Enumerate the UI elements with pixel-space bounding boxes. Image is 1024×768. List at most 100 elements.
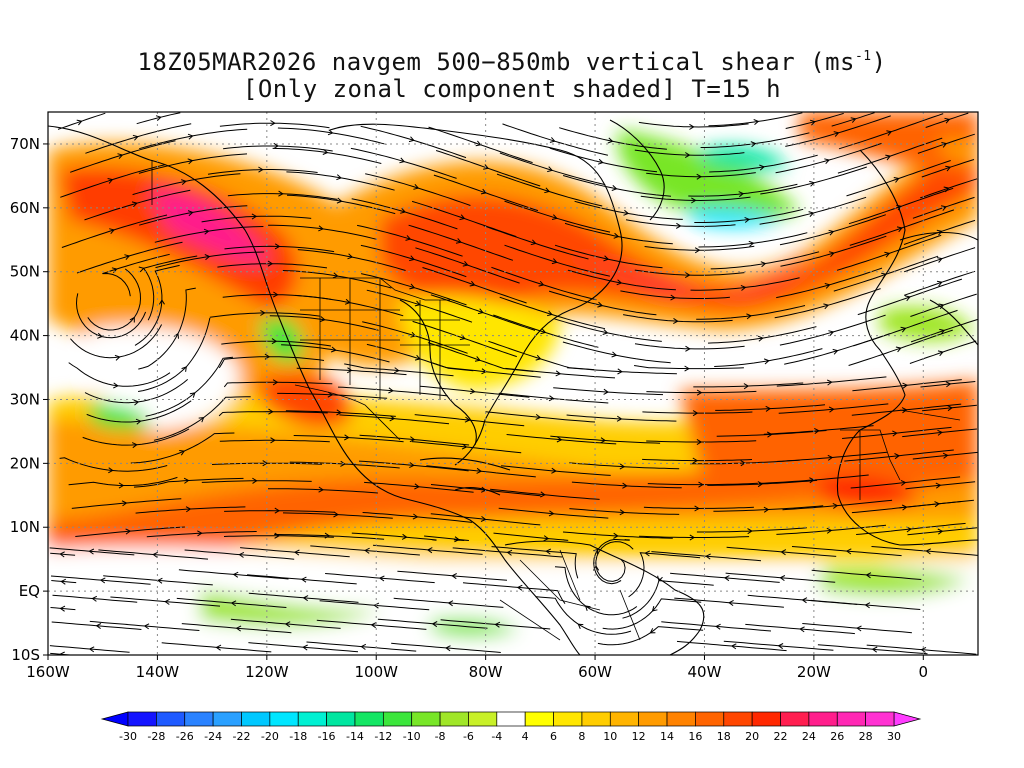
colorbar-swatch (156, 711, 186, 727)
streamline-arrow (723, 575, 730, 582)
streamline-arrow (828, 251, 835, 258)
streamline-arrow (577, 623, 584, 629)
streamline-arrow (543, 535, 550, 542)
streamline (50, 607, 76, 611)
streamline-arrow (623, 209, 630, 216)
streamline-arrow (616, 279, 623, 286)
streamline-arrow (121, 500, 128, 507)
streamline-arrow (88, 548, 95, 555)
colorbar-level-label: -26 (176, 730, 194, 743)
streamline-arrow (644, 550, 651, 557)
streamline-arrow (942, 452, 949, 459)
streamline-arrow (179, 450, 186, 456)
streamline-arrow (270, 120, 276, 127)
streamline-arrow (902, 382, 909, 389)
streamline-arrow (274, 507, 281, 514)
colorbar-level-label: 16 (688, 730, 702, 743)
lon-tick-label: 140W (136, 663, 180, 681)
streamline-arrow (113, 382, 119, 389)
streamline-arrow (318, 225, 324, 232)
streamline-arrow (597, 301, 604, 308)
streamline-arrow (939, 328, 946, 335)
streamline-arrow (388, 387, 394, 394)
streamline-arrow (684, 365, 690, 372)
streamline-arrow (684, 152, 691, 159)
streamline-arrow (389, 415, 396, 422)
streamline (136, 112, 181, 125)
lon-tick-label: 40W (688, 663, 722, 681)
lon-tick-label: 100W (355, 663, 399, 681)
streamline-arrow (267, 260, 274, 267)
colorbar-swatch (638, 711, 668, 727)
streamline-arrow (692, 457, 699, 464)
streamline-arrow (748, 240, 755, 247)
colorbar-swatch (468, 711, 498, 727)
colorbar-swatch (184, 711, 214, 727)
streamline-arrow (251, 213, 258, 220)
streamline-arrow (412, 513, 419, 520)
streamline-arrow (494, 621, 501, 628)
colorbar-swatch (382, 711, 413, 727)
colorbar-level-label: 24 (802, 730, 816, 743)
streamline-arrow (118, 482, 125, 489)
streamline-arrow (551, 467, 557, 474)
streamline-arrow (673, 317, 679, 325)
streamline-arrow (799, 626, 805, 633)
streamline-arrow (619, 463, 626, 470)
colorbar-level-label: -12 (374, 730, 392, 743)
streamline-arrow (133, 399, 140, 406)
streamline-arrow (238, 551, 245, 558)
streamline-arrow (824, 158, 831, 165)
longitude-axis: 160W 140W 120W 100W 80W 60W 40W 20W 0 (26, 655, 928, 681)
colorbar-level-label: -20 (261, 730, 279, 743)
colorbar-level-label: -8 (435, 730, 446, 743)
streamline-arrow (779, 575, 786, 582)
lat-tick-label: 40N (10, 327, 40, 345)
colorbar-swatch (411, 711, 441, 727)
streamline (903, 219, 976, 245)
colorbar-swatch (326, 711, 356, 727)
streamline-arrow (705, 553, 711, 560)
streamline-arrow (540, 328, 547, 335)
streamline-arrow (607, 137, 614, 144)
streamline-arrow (940, 205, 947, 211)
streamline-arrow (549, 137, 556, 143)
streamline-arrow (945, 165, 952, 172)
streamline (902, 428, 977, 438)
streamline-arrow (187, 158, 194, 165)
streamline (903, 247, 976, 273)
streamline-arrow (155, 115, 162, 122)
streamline-arrow (808, 211, 815, 217)
lon-tick-label: 120W (245, 663, 289, 681)
streamline-arrow (99, 577, 106, 584)
streamline (708, 112, 803, 127)
streamline-arrow (272, 291, 279, 298)
streamline-arrow (409, 283, 416, 290)
streamline-arrow (132, 134, 139, 141)
streamline-arrow (892, 430, 898, 437)
streamline-arrow (740, 284, 747, 291)
streamline-arrow (393, 367, 400, 374)
streamline-arrow (340, 460, 346, 467)
streamline-arrow (546, 310, 553, 317)
streamline-arrow (814, 427, 820, 435)
streamline-arrow (744, 216, 751, 223)
colorbar-swatch (524, 711, 554, 727)
colorbar-swatch (751, 711, 781, 727)
streamline-arrow (129, 316, 135, 323)
streamline-arrow (203, 228, 210, 235)
streamline-arrow (333, 511, 339, 518)
streamline-arrow (346, 367, 353, 374)
colorbar-level-label: 4 (522, 730, 529, 743)
streamline-arrow (691, 197, 697, 204)
streamline-arrow (262, 460, 268, 467)
colorbar-level-label: -4 (491, 730, 502, 743)
streamline-arrow (881, 272, 888, 279)
streamline-arrow (187, 210, 194, 217)
streamline-arrow (108, 467, 114, 474)
streamline-arrow (823, 303, 830, 310)
colorbar-swatch (836, 711, 866, 727)
streamline-arrow (124, 254, 131, 260)
streamline-arrow (230, 600, 237, 607)
streamline-arrow (474, 356, 481, 362)
